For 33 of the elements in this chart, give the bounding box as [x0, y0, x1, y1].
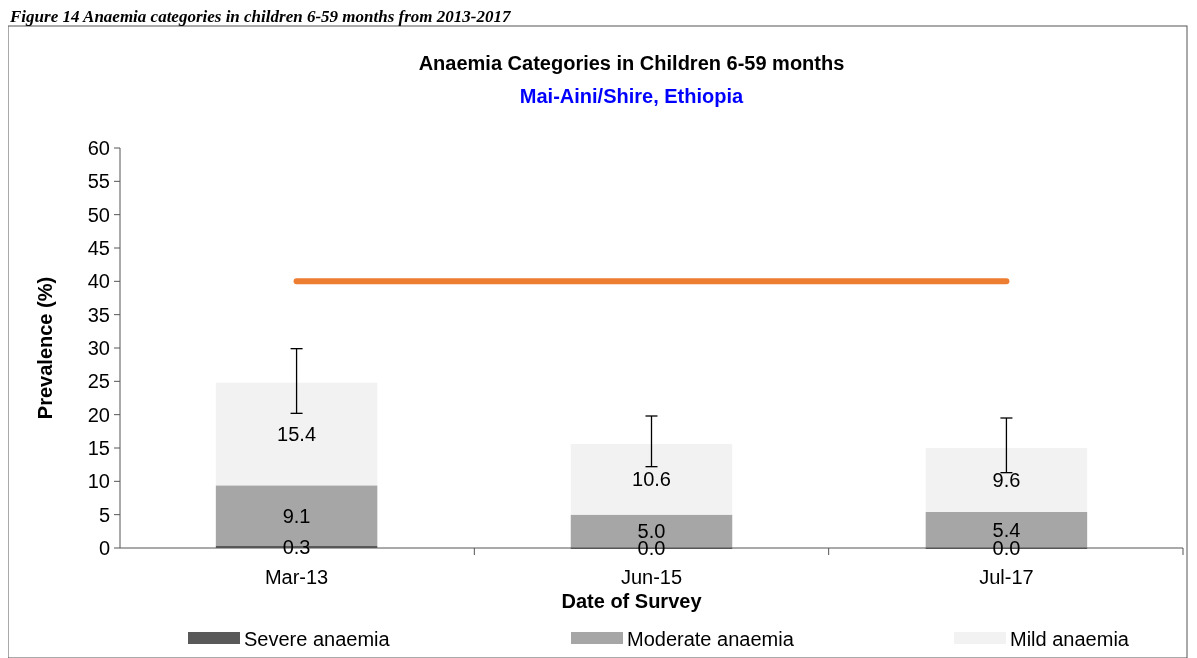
y-tick-label: 40	[87, 270, 110, 293]
y-tick-label: 45	[87, 237, 110, 259]
x-tick-label: Jul-17	[979, 566, 1034, 588]
legend-label: Mild anaemia	[1010, 628, 1130, 650]
y-tick-label: 50	[87, 203, 110, 226]
y-tick-label: 25	[87, 370, 110, 393]
y-tick-label: 35	[87, 303, 110, 326]
data-label: 5.4	[992, 519, 1021, 541]
y-tick-label: 0	[98, 537, 110, 559]
y-axis-title: Prevalence (%)	[34, 276, 56, 420]
y-tick-label: 55	[87, 170, 110, 193]
y-tick-label: 5	[98, 503, 110, 526]
y-tick-label: 30	[87, 337, 110, 359]
bar	[925, 448, 1088, 512]
data-label: 0.3	[282, 536, 311, 558]
x-tick-label: Mar-13	[264, 566, 329, 588]
caption: Figure 14 Anaemia categories in children 6-59 months from 2013-2017	[9, 7, 512, 26]
data-label: 9.1	[282, 504, 311, 527]
legend-label: Severe anaemia	[244, 628, 391, 650]
x-axis-title: Date of Survey	[561, 590, 703, 612]
bar	[570, 444, 733, 515]
legend-label: Moderate anaemia	[627, 628, 795, 650]
y-tick-label: 15	[87, 437, 110, 459]
data-label: 10.6	[632, 468, 671, 491]
x-tick-label: Jun-15	[620, 566, 683, 588]
data-label: 9.6	[992, 469, 1021, 491]
y-tick-label: 20	[87, 403, 110, 426]
bar	[215, 382, 378, 486]
data-label: 15.4	[277, 423, 317, 445]
y-tick-label: 10	[87, 470, 110, 493]
y-tick-label: 60	[87, 137, 110, 159]
chart-subtitle: Mai-Aini/Shire, Ethiopia	[519, 85, 745, 107]
chart-title: Anaemia Categories in Children 6-59 months	[418, 52, 845, 74]
